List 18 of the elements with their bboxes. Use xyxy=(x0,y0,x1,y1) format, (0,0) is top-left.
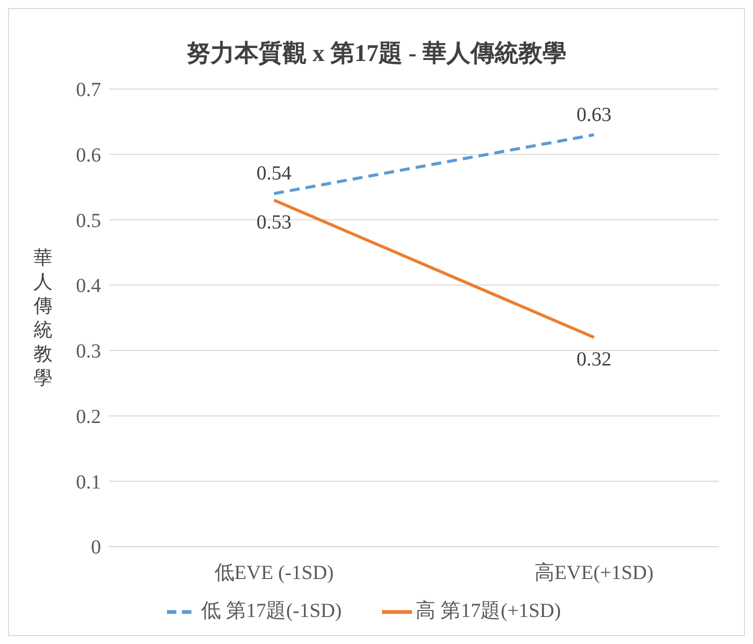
data-label: 0.53 xyxy=(256,211,292,234)
chart-title: 努力本質觀 x 第17題 - 華人傳統教學 xyxy=(186,40,568,69)
y-tick-label: 0.3 xyxy=(76,340,101,363)
y-tick-label: 0 xyxy=(91,536,101,559)
y-tick-label: 0.4 xyxy=(76,275,101,298)
legend-label: 低 第17題(-1SD) xyxy=(201,600,342,622)
y-tick-label: 0.1 xyxy=(76,471,101,494)
x-tick-label: 高EVE(+1SD) xyxy=(534,560,654,584)
data-label: 0.63 xyxy=(576,104,612,126)
y-tick-label: 0.7 xyxy=(76,79,101,102)
x-tick-label: 低EVE (-1SD) xyxy=(214,562,334,584)
y-tick-label: 0.2 xyxy=(76,406,101,428)
y-tick-label: 0.6 xyxy=(76,144,101,166)
y-tick-label: 0.5 xyxy=(76,210,101,232)
y-axis-title: 華人傳統教學 xyxy=(33,247,53,391)
data-label: 0.54 xyxy=(256,162,292,185)
data-label: 0.32 xyxy=(576,348,612,371)
legend-label: 高 第17題(+1SD) xyxy=(416,600,561,622)
